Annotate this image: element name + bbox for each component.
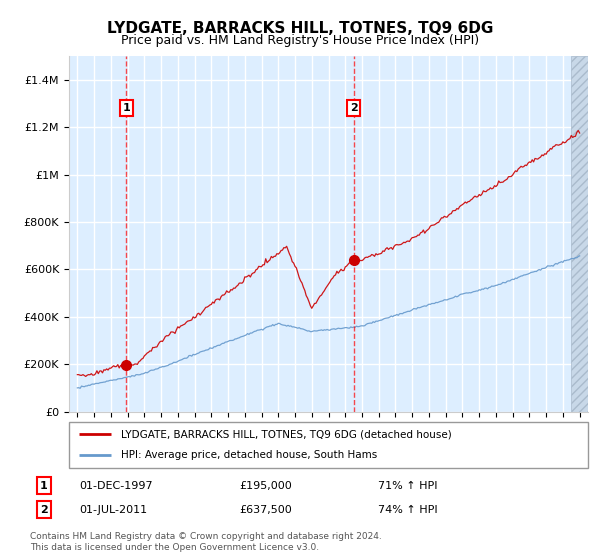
Text: 74% ↑ HPI: 74% ↑ HPI [378,505,437,515]
Text: HPI: Average price, detached house, South Hams: HPI: Average price, detached house, Sout… [121,450,377,460]
Text: 01-JUL-2011: 01-JUL-2011 [80,505,148,515]
Text: Contains HM Land Registry data © Crown copyright and database right 2024.
This d: Contains HM Land Registry data © Crown c… [30,532,382,552]
Text: 01-DEC-1997: 01-DEC-1997 [80,480,154,491]
Text: 2: 2 [40,505,47,515]
Text: 71% ↑ HPI: 71% ↑ HPI [378,480,437,491]
Text: 1: 1 [122,103,130,113]
Text: Price paid vs. HM Land Registry's House Price Index (HPI): Price paid vs. HM Land Registry's House … [121,34,479,46]
Text: LYDGATE, BARRACKS HILL, TOTNES, TQ9 6DG: LYDGATE, BARRACKS HILL, TOTNES, TQ9 6DG [107,21,493,36]
Text: 2: 2 [350,103,358,113]
Text: £195,000: £195,000 [240,480,293,491]
Text: LYDGATE, BARRACKS HILL, TOTNES, TQ9 6DG (detached house): LYDGATE, BARRACKS HILL, TOTNES, TQ9 6DG … [121,429,452,439]
Text: £637,500: £637,500 [240,505,293,515]
FancyBboxPatch shape [69,422,588,468]
Text: 1: 1 [40,480,47,491]
